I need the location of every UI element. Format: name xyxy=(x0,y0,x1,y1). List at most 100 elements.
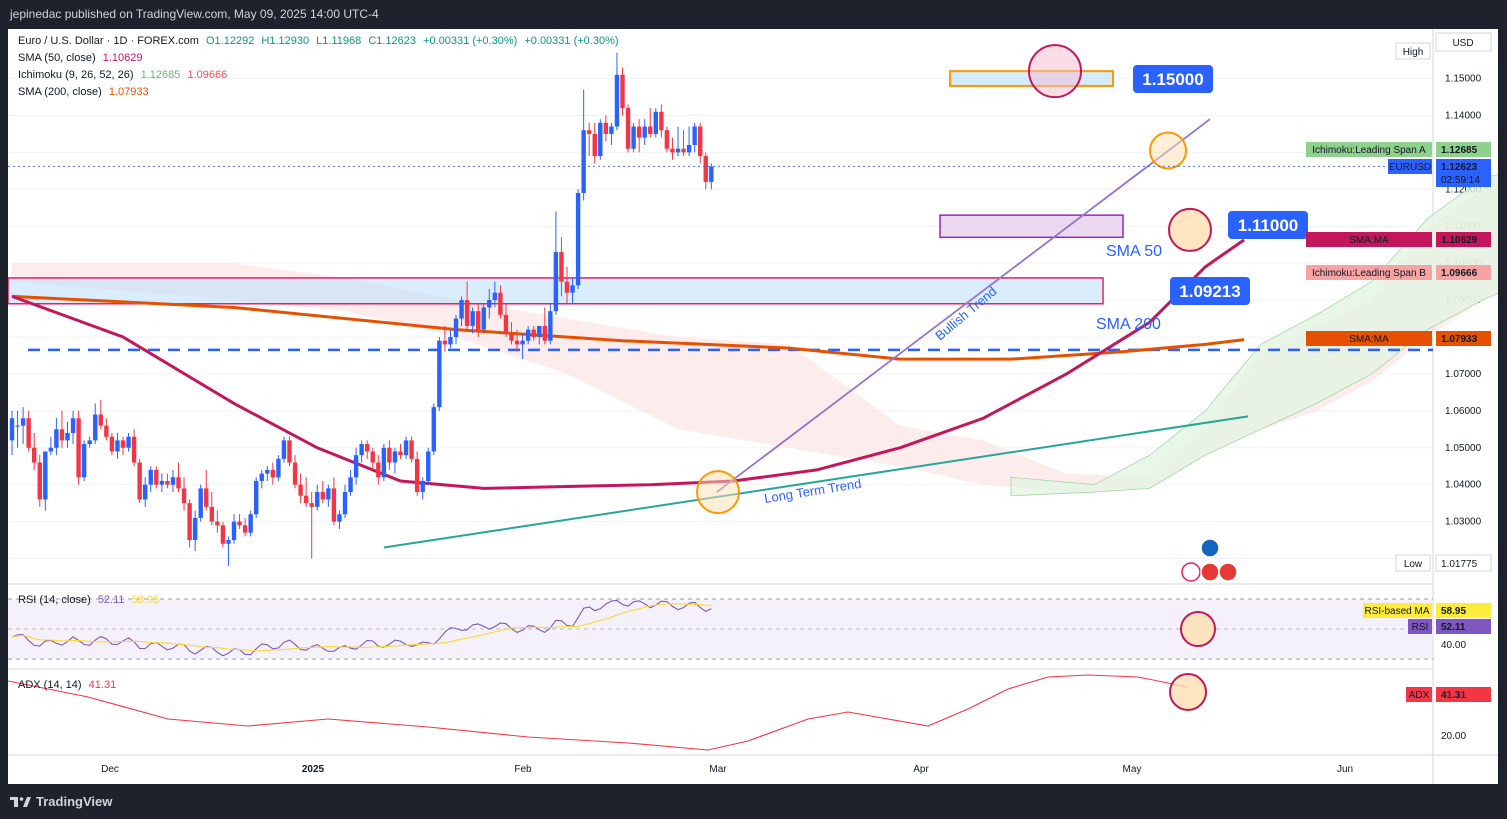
price-tick-10: 1.05000 xyxy=(1445,443,1482,454)
candle-body xyxy=(625,108,631,149)
candle-body xyxy=(226,540,231,544)
candle-body xyxy=(348,477,353,493)
candle-body xyxy=(531,329,536,337)
badge-ichi-b-label: Ichimoku:Leading Span B xyxy=(1312,268,1426,279)
candle-body xyxy=(431,407,436,452)
candle-body xyxy=(631,126,636,149)
chart-canvas[interactable]: 1.150001.140001.130001.120001.110001.100… xyxy=(8,29,1498,784)
time-tick-2025: 2025 xyxy=(302,764,325,775)
rsi-circle xyxy=(1180,611,1216,647)
candle-body xyxy=(143,484,148,500)
candle-body xyxy=(76,418,81,478)
candle-body xyxy=(65,433,70,441)
adx-line xyxy=(8,674,1189,751)
candle-body xyxy=(487,300,492,308)
price-tick-8: 1.07000 xyxy=(1445,369,1482,380)
sma50-target-circle xyxy=(1168,207,1212,252)
time-tick-may: May xyxy=(1123,764,1142,775)
candle-body xyxy=(548,311,553,341)
candle-body xyxy=(137,462,142,500)
candle-body xyxy=(54,429,59,448)
candle-body xyxy=(353,455,359,478)
candle-body xyxy=(98,414,103,426)
bottom-circle xyxy=(696,470,740,515)
rsi-label: RSI (14, close) xyxy=(18,594,91,606)
legend-sma50[interactable]: SMA (50, close) 1.10629 xyxy=(18,52,142,64)
legend-sma200[interactable]: SMA (200, close) 1.07933 xyxy=(18,86,149,98)
candle-body xyxy=(642,126,647,138)
candle-body xyxy=(298,484,303,496)
candle-body xyxy=(326,488,331,500)
candle-body xyxy=(670,148,675,153)
candle-body xyxy=(37,462,42,500)
candle-body xyxy=(254,481,259,515)
ohlc-high: H1.12930 xyxy=(261,35,310,47)
candle-body xyxy=(48,447,54,452)
badge-rsi-label: RSI xyxy=(1412,622,1429,633)
candle-body xyxy=(292,462,298,485)
low-value-badge xyxy=(1435,554,1492,572)
price-tick-3: 1.12000 xyxy=(1445,184,1482,195)
candle-body xyxy=(59,429,65,441)
candle-body xyxy=(514,340,520,345)
candle-body xyxy=(698,126,703,157)
footer-bar: TradingView xyxy=(0,784,1507,819)
legend-rsi[interactable]: RSI (14, close) 52.11 58.95 xyxy=(18,594,159,606)
candle-body xyxy=(409,440,414,459)
candle-body xyxy=(703,156,708,182)
candle-body xyxy=(265,469,270,474)
badge-sma200-label-bg xyxy=(1306,331,1432,346)
time-tick-mar: Mar xyxy=(709,764,727,775)
candle-body xyxy=(359,444,364,456)
candle-body xyxy=(459,300,464,319)
sma200-label: SMA (200, close) xyxy=(18,86,102,98)
candle-body xyxy=(387,447,392,463)
zone-1110 xyxy=(939,214,1124,239)
price-tick-12: 1.03000 xyxy=(1445,517,1482,528)
badge-rsi-ma-value-bg xyxy=(1436,603,1491,618)
candle-body xyxy=(342,492,348,515)
ohlc-open: O1.12292 xyxy=(206,35,255,47)
eu-flag-icon xyxy=(1200,538,1220,558)
badge-adx-value: 41.31 xyxy=(1441,690,1466,701)
label-1092-text: 1.09213 xyxy=(1179,282,1240,301)
candle-body xyxy=(653,111,658,134)
candle-body xyxy=(598,122,603,157)
badge-adx-value-bg xyxy=(1436,687,1491,702)
candle-body xyxy=(442,340,448,345)
candle-body xyxy=(675,148,681,153)
high-label: High xyxy=(1403,47,1424,58)
candle-body xyxy=(414,458,420,493)
ichimoku-label: Ichimoku (9, 26, 52, 26) xyxy=(18,69,134,81)
candle-body xyxy=(281,440,287,459)
legend-adx[interactable]: ADX (14, 14) 41.31 xyxy=(18,679,116,691)
candle-body xyxy=(681,148,686,153)
badge-sma200-value: 1.07933 xyxy=(1441,334,1478,345)
badge-rsi-ma-value: 58.95 xyxy=(1441,606,1466,617)
candle-body xyxy=(692,126,697,145)
adx-circle xyxy=(1169,673,1207,711)
candle-body xyxy=(331,488,337,522)
long-term-trend-label: Long Term Trend xyxy=(763,476,862,506)
badge-eurusd-value-bg xyxy=(1436,159,1491,187)
chart-frame: 1.150001.140001.130001.120001.110001.100… xyxy=(8,29,1498,784)
candle-body xyxy=(437,340,442,408)
tradingview-logo[interactable]: TradingView xyxy=(10,794,112,809)
label-1150-text: 1.15000 xyxy=(1142,70,1203,89)
candle-body xyxy=(581,130,586,193)
currency-box xyxy=(1435,32,1492,52)
candle-body xyxy=(231,521,237,541)
candle-body xyxy=(492,292,498,301)
legend-ichimoku[interactable]: Ichimoku (9, 26, 52, 26) 1.12685 1.09666 xyxy=(18,69,227,81)
label-1110-text: 1.11000 xyxy=(1238,216,1299,235)
candle-body xyxy=(15,425,20,427)
candle-body xyxy=(659,111,664,131)
candle-body xyxy=(192,517,198,541)
candle-body xyxy=(542,325,547,341)
candle-body xyxy=(709,166,714,182)
badge-ichi-b-value-bg xyxy=(1436,265,1491,280)
sma50-annotation: SMA 50 xyxy=(1106,243,1162,260)
badge-eurusd-label: EURUSD xyxy=(1389,162,1431,173)
price-tick-11: 1.04000 xyxy=(1445,480,1482,491)
label-1092-box xyxy=(1170,277,1250,305)
